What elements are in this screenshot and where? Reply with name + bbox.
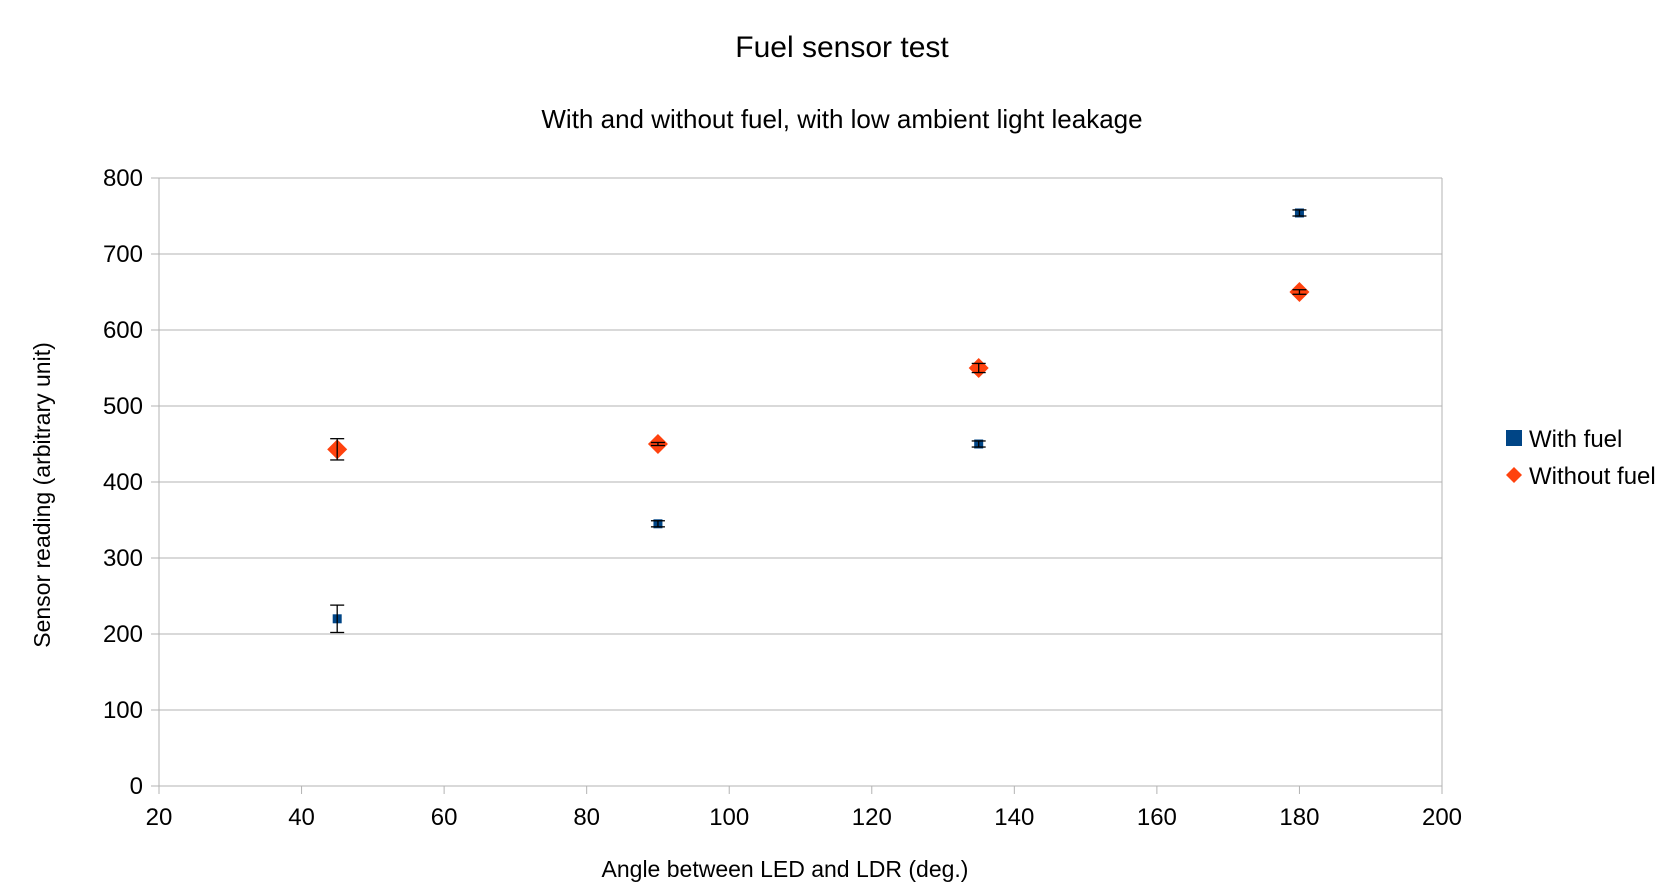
- x-tick-labels: 20 40 60 80 100 120 140 160 180 200: [146, 804, 1462, 831]
- y-tick-label: 700: [103, 241, 143, 268]
- series-with-fuel: [330, 208, 1307, 634]
- error-bar: [971, 362, 986, 374]
- x-tick-label: 80: [573, 804, 600, 831]
- x-tick-label: 120: [852, 804, 892, 831]
- x-tick-label: 20: [146, 804, 173, 831]
- x-tick-label: 200: [1422, 804, 1462, 831]
- y-tick-label: 800: [103, 165, 143, 192]
- y-tick-label: 600: [103, 317, 143, 344]
- error-bar: [330, 604, 345, 634]
- x-tick-label: 160: [1137, 804, 1177, 831]
- y-tick-label: 300: [103, 545, 143, 572]
- axes: [151, 177, 1443, 794]
- error-bar: [330, 438, 345, 461]
- x-tick-label: 60: [431, 804, 458, 831]
- legend-item: Without fuel: [1506, 463, 1656, 490]
- chart-title: Fuel sensor test: [735, 31, 949, 64]
- legend-label: Without fuel: [1529, 463, 1656, 490]
- x-axis-label: Angle between LED and LDR (deg.): [602, 856, 969, 882]
- error-bar: [650, 520, 665, 528]
- y-tick-label: 400: [103, 469, 143, 496]
- error-bar: [1292, 289, 1307, 295]
- grid: [159, 177, 1442, 787]
- error-bar: [971, 440, 986, 448]
- x-tick-label: 180: [1279, 804, 1319, 831]
- y-tick-label: 200: [103, 621, 143, 648]
- error-bar: [650, 441, 665, 447]
- y-tick-label: 100: [103, 697, 143, 724]
- error-bar: [1292, 209, 1307, 217]
- legend-marker: [1506, 430, 1522, 446]
- legend-label: With fuel: [1529, 426, 1622, 453]
- x-tick-label: 40: [288, 804, 315, 831]
- legend-marker: [1506, 467, 1522, 483]
- x-tick-label: 100: [709, 804, 749, 831]
- y-tick-label: 500: [103, 393, 143, 420]
- y-tick-labels: 0 100 200 300 400 500 600 700 800: [103, 165, 143, 800]
- x-tick-label: 140: [994, 804, 1034, 831]
- y-tick-label: 0: [130, 773, 143, 800]
- legend: With fuel Without fuel: [1506, 426, 1656, 490]
- y-axis-label: Sensor reading (arbitrary unit): [29, 342, 55, 648]
- legend-item: With fuel: [1506, 426, 1622, 453]
- chart-subtitle: With and without fuel, with low ambient …: [541, 104, 1142, 134]
- data-points: [327, 208, 1310, 634]
- series-without-fuel: [327, 282, 1310, 461]
